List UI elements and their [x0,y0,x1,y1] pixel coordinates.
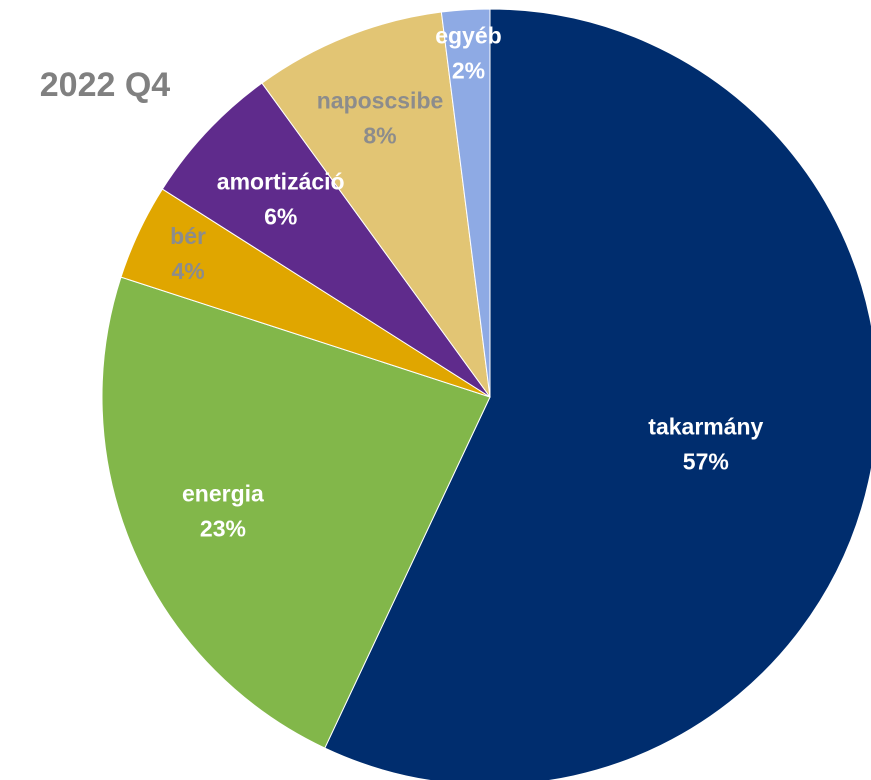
slice-label: amortizáció [217,169,345,195]
slice-value-label: 6% [264,204,297,230]
pie-slice [101,276,491,749]
pie-slice [440,8,491,398]
chart-title: 2022 Q4 [40,66,171,104]
pie-slice [161,82,491,398]
pie-slice [324,8,871,780]
slice-value-label: 4% [171,258,204,284]
pie-slice [261,11,491,398]
slice-label: bér [170,223,206,249]
slice-value-label: 2% [452,57,485,83]
slice-value-label: 8% [363,122,396,148]
slice-value-label: 23% [200,516,246,542]
slice-label: energia [182,481,264,507]
slice-value-label: 57% [683,448,729,474]
slice-label: egyéb [435,22,501,48]
slice-label: takarmány [648,413,763,439]
slice-label: naposcsibe [317,87,444,113]
